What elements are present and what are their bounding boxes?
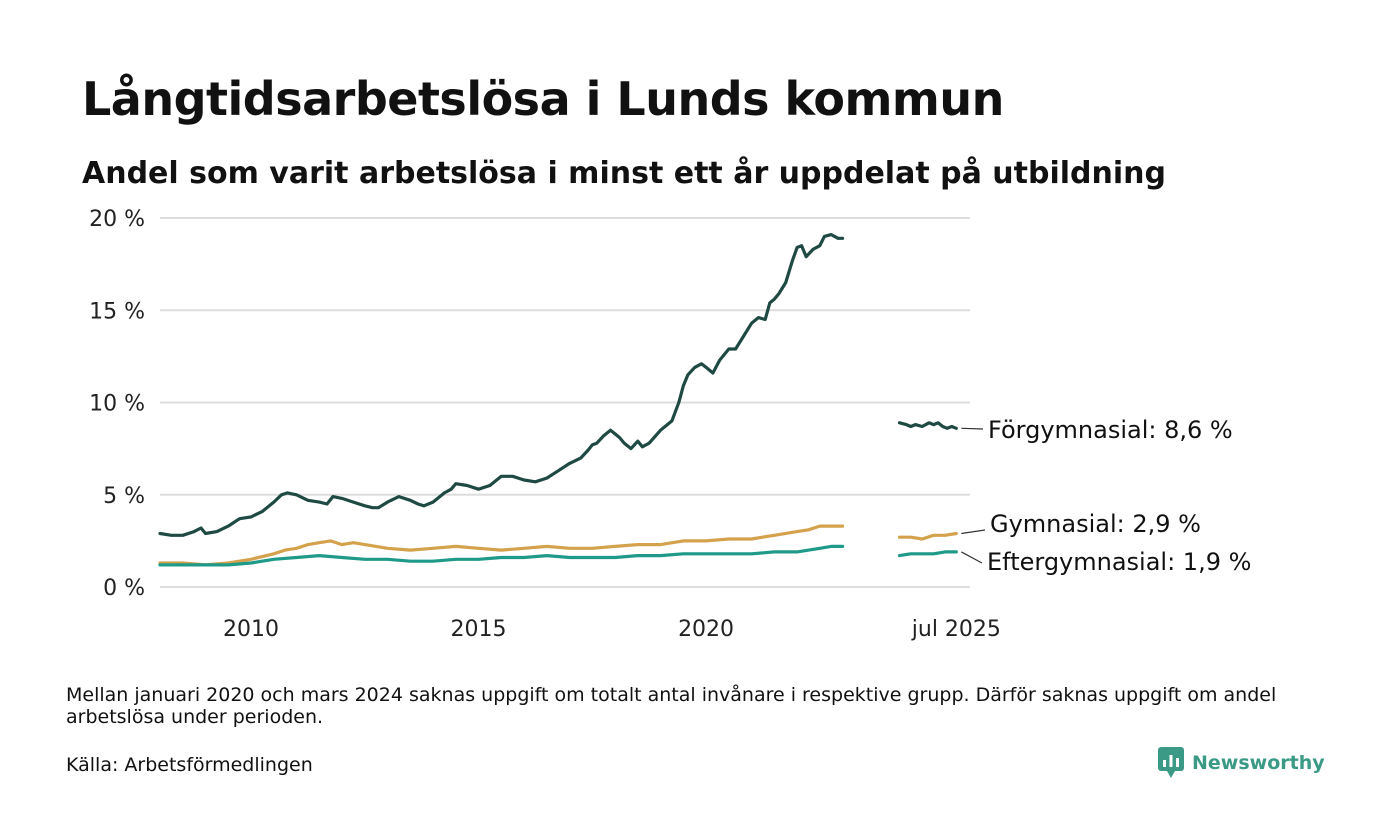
x-tick-label: 2020 [678,617,734,642]
chart-subtitle: Andel som varit arbetslösa i minst ett å… [82,156,1166,191]
brand-name: Newsworthy [1192,752,1325,774]
chart-title: Långtidsarbetslösa i Lunds kommun [82,72,1004,126]
y-tick-label: 0 % [103,576,145,601]
series-end-label: Förgymnasial: 8,6 % [988,416,1233,444]
x-tick-label: jul 2025 [911,617,1001,642]
y-tick-label: 10 % [89,392,145,417]
series-line-gymnasial [897,531,958,541]
label-connector [961,529,986,535]
y-tick-label: 20 % [89,207,145,232]
x-tick-label: 2010 [223,617,279,642]
series-lines [158,233,958,567]
source-note: Källa: Arbetsförmedlingen [66,754,313,776]
label-connector [961,551,983,564]
y-axis-ticks: 0 % 5 % 10 % 15 % 20 % [89,207,145,601]
series-end-label: Gymnasial: 2,9 % [990,510,1201,538]
label-connector [961,427,984,430]
y-tick-label: 15 % [89,299,145,324]
grid-lines [160,217,970,588]
series-end-labels: Förgymnasial: 8,6 % Gymnasial: 2,9 % Efter… [961,416,1251,576]
x-tick-label: 2015 [451,617,507,642]
brand-logo: Newsworthy [1158,747,1325,779]
series-line-förgymnasial [897,421,958,430]
newsworthy-logo-icon [1158,747,1184,778]
series-line-förgymnasial [158,233,845,537]
footnote: Mellan januari 2020 och mars 2024 saknas… [66,684,1277,728]
series-line-gymnasial [158,524,845,567]
x-axis-ticks: 2010 2015 2020 jul 2025 [223,617,1001,642]
series-line-eftergymnasial [897,550,958,558]
line-chart: 0 %5 %10 %15 %20 % 2010 2015 2020 jul 2025 … [89,207,1251,642]
series-line-eftergymnasial [158,544,845,567]
series-end-label: Eftergymnasial: 1,9 % [987,548,1251,576]
y-tick-label: 5 % [103,484,145,509]
